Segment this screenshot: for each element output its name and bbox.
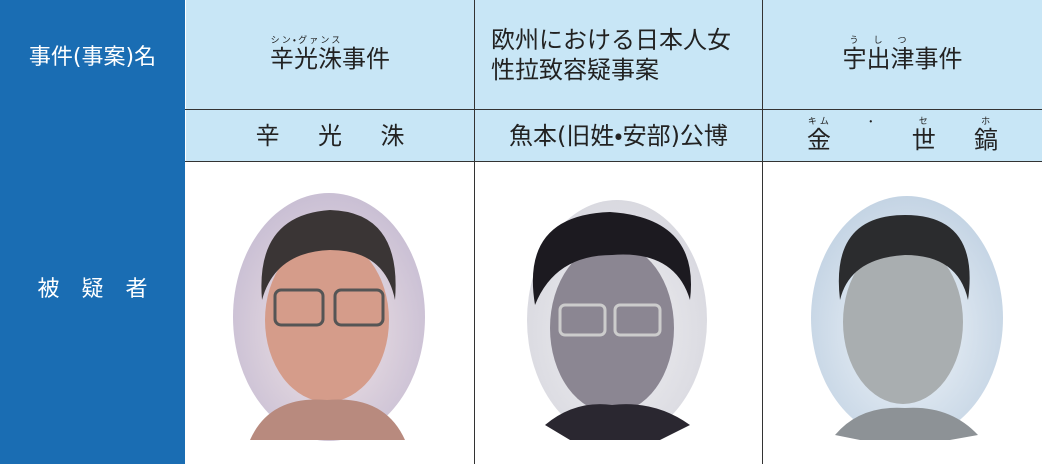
divider — [185, 161, 1042, 162]
photo — [811, 196, 1003, 440]
text: 事件 — [914, 44, 963, 73]
ruby-annotation: つ — [890, 35, 915, 46]
ruby-text: 宇う — [842, 36, 867, 73]
text-line: 辛光洙 — [256, 121, 405, 151]
ruby-base: 津 — [890, 44, 915, 73]
ruby-base: 宇 — [842, 44, 867, 73]
text-line: 金キム ・世セ鎬ホ — [807, 117, 998, 155]
ruby-annotation: し — [866, 35, 891, 46]
ruby-text: 金キム — [806, 117, 831, 154]
ruby-base: 出 — [866, 44, 891, 73]
text: 事件 — [342, 44, 390, 73]
case-name: 欧州における日本人女性拉致容疑事案 — [475, 0, 762, 109]
text: 魚本(旧姓・安部)公博 — [509, 121, 728, 150]
ruby-text: 辛光洙シン・グァンス — [270, 36, 342, 73]
ruby-base: 辛光洙 — [270, 44, 342, 73]
ruby-text: 鎬ホ — [974, 117, 999, 154]
ruby-annotation: キム — [806, 116, 831, 127]
ruby-text: 津つ — [890, 36, 915, 73]
photo — [527, 200, 707, 440]
divider — [185, 109, 1042, 110]
ruby-annotation: ・ — [869, 116, 874, 127]
text-line: 辛光洙シン・グァンス事件 — [270, 36, 390, 74]
divider — [474, 0, 475, 464]
ruby-annotation: う — [842, 35, 867, 46]
text: 辛 — [255, 121, 280, 150]
text-line: 宇う出し津つ事件 — [843, 36, 963, 74]
ruby-base: 鎬 — [974, 125, 999, 154]
divider — [762, 0, 763, 464]
ruby-text: ・ — [869, 117, 873, 154]
ruby-annotation: シン・グァンス — [270, 35, 342, 46]
case-name: 辛光洙シン・グァンス事件 — [186, 0, 474, 109]
ruby-annotation: セ — [911, 116, 936, 127]
ruby-base: 世 — [911, 125, 936, 154]
ruby-base: 金 — [806, 125, 831, 154]
ruby-text: 出し — [866, 36, 891, 73]
suspect-name: 辛光洙 — [186, 110, 474, 161]
ruby-annotation: ホ — [974, 116, 999, 127]
text: 欧州における日本人女性拉致容疑事案 — [491, 25, 731, 84]
text: 洙 — [380, 121, 405, 150]
case-name: 宇う出し津つ事件 — [763, 0, 1042, 109]
text-line: 魚本(旧姓・安部)公博 — [509, 121, 728, 151]
ruby-text: 世セ — [911, 117, 936, 154]
photo — [233, 193, 425, 441]
header-label: 事件(事案)名 — [0, 0, 185, 110]
text: 光 — [318, 121, 342, 150]
text-line: 欧州における日本人女性拉致容疑事案 — [491, 25, 746, 85]
suspect-name: 金キム ・世セ鎬ホ — [763, 110, 1042, 161]
suspect-name: 魚本(旧姓・安部)公博 — [475, 110, 762, 161]
suspect-label: 被 疑 者 — [0, 110, 185, 464]
